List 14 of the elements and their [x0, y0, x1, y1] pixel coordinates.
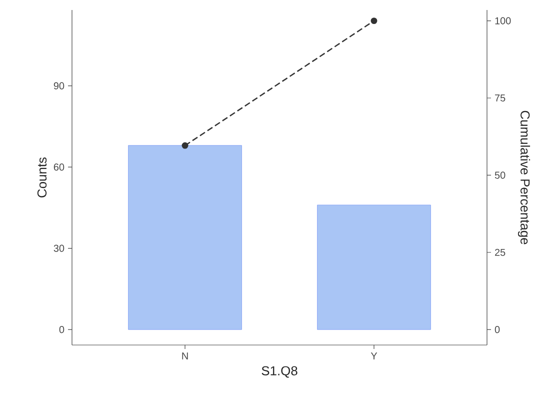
- y2-tick-label: 50: [494, 172, 506, 179]
- y-tick-label: 90: [54, 82, 64, 90]
- x-axis-title: S1.Q8: [262, 366, 298, 378]
- y-tick-label: 0: [59, 326, 64, 334]
- y2-tick-label: 75: [495, 94, 506, 102]
- y2-axis-title: Cumulative Percentage: [518, 110, 530, 244]
- y-tick-label: 30: [54, 244, 64, 252]
- y2-tick-label: 100: [495, 17, 511, 24]
- y-axis-title: Counts: [37, 157, 47, 198]
- x-tick-label: N: [182, 352, 188, 360]
- y2-tick-label: 0: [494, 326, 500, 334]
- y-tick-label: 60: [54, 164, 64, 171]
- x-tick-label: Y: [370, 352, 378, 360]
- y2-tick-label: 25: [495, 248, 506, 256]
